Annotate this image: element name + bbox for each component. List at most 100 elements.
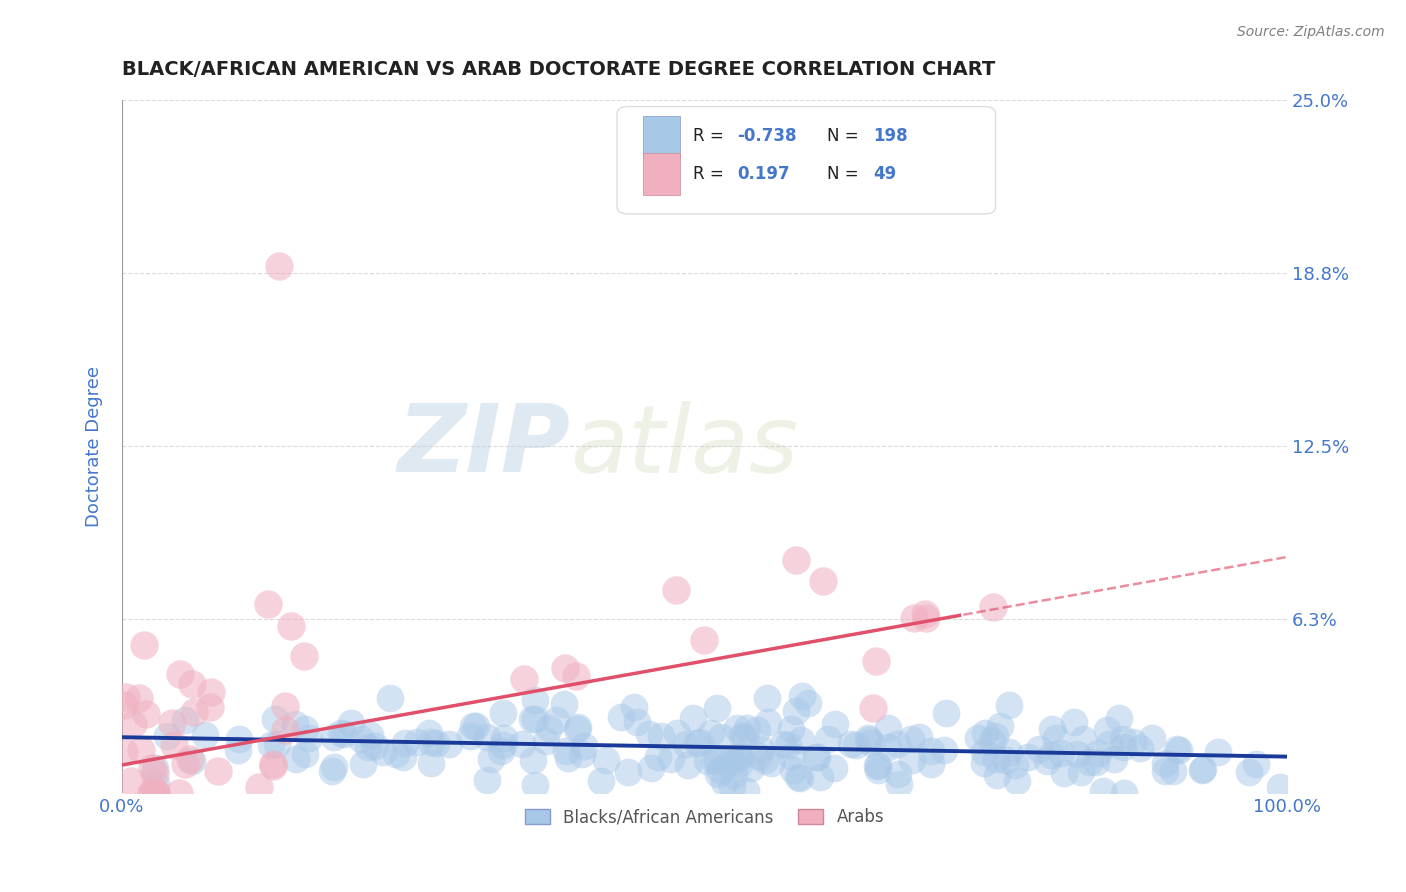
Point — [523, 693, 546, 707]
Point — [796, 696, 818, 710]
Point — [988, 719, 1011, 733]
Text: ZIP: ZIP — [398, 401, 571, 492]
Point — [725, 721, 748, 735]
Point — [554, 661, 576, 675]
Point — [1154, 764, 1177, 778]
Point — [1166, 742, 1188, 756]
Point — [292, 648, 315, 663]
Point — [523, 778, 546, 792]
Point — [143, 786, 166, 800]
Point — [139, 786, 162, 800]
Point — [269, 259, 291, 273]
Point — [262, 759, 284, 773]
Point — [391, 750, 413, 764]
Point — [617, 764, 640, 779]
Y-axis label: Doctorate Degree: Doctorate Degree — [86, 366, 103, 526]
Point — [640, 761, 662, 775]
Point — [967, 731, 990, 745]
Point — [675, 737, 697, 751]
Point — [557, 751, 579, 765]
Point — [1028, 741, 1050, 756]
Text: N =: N = — [827, 165, 863, 183]
Point — [264, 713, 287, 727]
Point — [758, 714, 780, 729]
Point — [759, 756, 782, 770]
Point — [877, 721, 900, 735]
Point — [778, 738, 800, 752]
Point — [1168, 742, 1191, 756]
Point — [665, 582, 688, 597]
Point — [720, 754, 742, 768]
Point — [247, 780, 270, 794]
Point — [734, 730, 756, 744]
Point — [748, 749, 770, 764]
Point — [1063, 714, 1085, 729]
Point — [623, 699, 645, 714]
Legend: Blacks/African Americans, Arabs: Blacks/African Americans, Arabs — [517, 802, 891, 833]
Point — [207, 764, 229, 778]
Point — [868, 758, 890, 772]
Point — [330, 726, 353, 740]
Point — [141, 786, 163, 800]
Point — [998, 698, 1021, 712]
Point — [806, 750, 828, 764]
Point — [463, 719, 485, 733]
Point — [780, 722, 803, 736]
Point — [565, 668, 588, 682]
Point — [489, 744, 512, 758]
Point — [160, 716, 183, 731]
Point — [373, 745, 395, 759]
Point — [112, 698, 135, 713]
FancyBboxPatch shape — [643, 116, 681, 157]
Point — [785, 553, 807, 567]
Point — [1092, 784, 1115, 798]
Point — [877, 740, 900, 755]
Point — [859, 735, 882, 749]
Point — [779, 749, 801, 764]
Point — [571, 747, 593, 761]
Point — [790, 689, 813, 703]
Point — [845, 738, 868, 752]
Text: BLACK/AFRICAN AMERICAN VS ARAB DOCTORATE DEGREE CORRELATION CHART: BLACK/AFRICAN AMERICAN VS ARAB DOCTORATE… — [122, 60, 995, 78]
Point — [129, 743, 152, 757]
Point — [128, 690, 150, 705]
Point — [727, 750, 749, 764]
Point — [555, 744, 578, 758]
Point — [1066, 747, 1088, 761]
Point — [513, 673, 536, 687]
Point — [696, 754, 718, 768]
Point — [260, 739, 283, 753]
Point — [720, 780, 742, 794]
Point — [1077, 755, 1099, 769]
Text: R =: R = — [693, 165, 728, 183]
Point — [418, 726, 440, 740]
Point — [610, 710, 633, 724]
Point — [183, 705, 205, 719]
Point — [998, 746, 1021, 760]
Point — [1084, 755, 1107, 769]
Point — [686, 736, 709, 750]
Text: R =: R = — [693, 128, 728, 145]
Point — [756, 690, 779, 705]
Point — [1097, 723, 1119, 737]
Point — [114, 690, 136, 704]
Point — [546, 714, 568, 728]
Point — [194, 728, 217, 742]
Point — [790, 732, 813, 747]
Point — [754, 753, 776, 767]
Point — [112, 745, 135, 759]
Point — [145, 786, 167, 800]
Point — [637, 726, 659, 740]
Point — [1112, 786, 1135, 800]
Point — [1208, 745, 1230, 759]
Point — [419, 756, 441, 771]
Point — [914, 607, 936, 622]
Point — [974, 726, 997, 740]
Point — [122, 717, 145, 731]
Point — [1045, 731, 1067, 745]
Point — [1191, 764, 1213, 778]
Point — [134, 639, 156, 653]
Point — [920, 757, 942, 772]
Point — [665, 726, 688, 740]
Point — [567, 722, 589, 736]
